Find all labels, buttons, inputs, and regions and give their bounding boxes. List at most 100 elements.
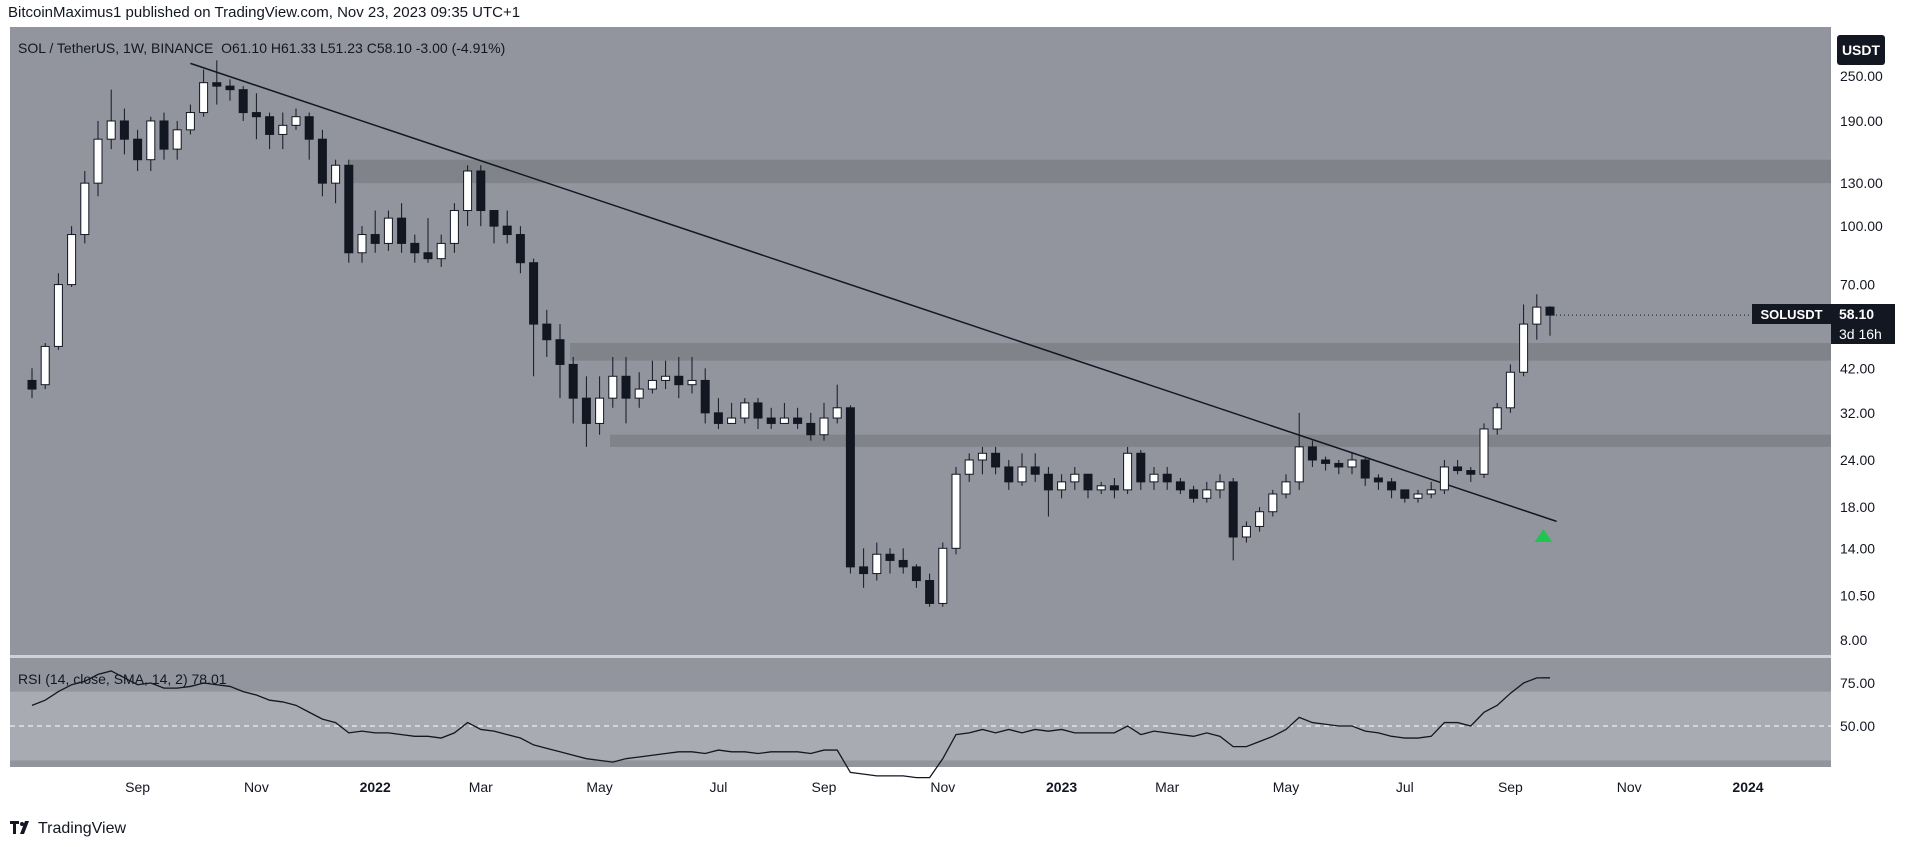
candle-body [1149,473,1159,483]
candle-body [1228,481,1238,538]
candle-body [159,120,169,150]
time-tick-label: 2022 [360,779,391,795]
candle-body [621,375,631,399]
rsi-tick-label: 50.00 [1840,718,1875,734]
candle-body [1162,473,1172,483]
candle-body [489,210,499,227]
candle-body [1136,452,1146,483]
rsi-label: RSI (14, close, SMA, 14, 2) [18,671,188,687]
candle-body [1043,473,1053,491]
time-axis[interactable] [10,767,1831,797]
time-tick-label: May [586,779,612,795]
candle-body [647,379,657,390]
price-tick-label: 130.00 [1840,175,1883,191]
candle-body [727,417,737,424]
currency-button[interactable]: USDT [1837,35,1885,65]
candle-body [1189,489,1199,499]
price-tick-label: 18.00 [1840,499,1875,515]
candle-body [133,138,143,161]
candle-body [93,138,103,184]
tradingview-logo-icon [10,820,32,838]
candle-body [476,170,486,212]
candle-body [1466,470,1476,475]
bar-countdown-label: 3d 16h [1831,324,1895,344]
symbol-name: SOL / TetherUS, 1W, BINANCE [18,40,214,56]
candle-body [1294,446,1304,483]
candle-body [687,379,697,386]
symbol-legend: SOL / TetherUS, 1W, BINANCE O61.10 H61.3… [18,40,506,56]
support-resistance-zone [350,159,1831,184]
close-value: 58.10 [376,40,412,56]
candle-body [383,217,393,244]
candle-body [436,242,446,260]
candle-body [212,82,222,87]
price-tick-label: 70.00 [1840,277,1875,293]
descending-trendline [190,62,1557,523]
symbol-price-label: SOLUSDT [1752,304,1831,324]
candle-body [951,473,961,549]
candle-body [1083,473,1093,491]
candle-body [1334,462,1344,468]
time-tick-label: Sep [1498,779,1523,795]
support-resistance-zone [610,434,1831,447]
candle-body [146,120,156,161]
candle-body [1505,371,1515,409]
candle-body [674,375,684,386]
time-tick-label: Nov [1617,779,1642,795]
change-value: -3.00 (-4.91%) [415,40,506,56]
candle-body [819,417,829,436]
candle-body [713,412,723,424]
open-value: 61.10 [231,40,268,56]
candle-body [1255,511,1265,527]
candle-body [925,580,935,604]
time-tick-label: Sep [125,779,150,795]
up-arrow-marker-icon [1534,528,1553,542]
candle-body [1109,485,1119,491]
candle-body [1439,466,1449,491]
candle-body [304,116,314,140]
time-tick-label: Nov [930,779,955,795]
rsi-legend: RSI (14, close, SMA, 14, 2) 78.01 [18,671,227,687]
candle-body [397,217,407,244]
candle-body [991,452,1001,468]
candle-body [331,164,341,184]
candle-body [1373,477,1383,483]
candle-body [502,225,512,236]
price-tick-label: 250.00 [1840,68,1883,84]
time-tick-label: Nov [244,779,269,795]
candle-body [53,284,63,347]
footer-brand[interactable]: TradingView [10,820,126,838]
candle-body [67,234,77,286]
high-value: 61.33 [281,40,317,56]
price-tick-label: 32.00 [1840,405,1875,421]
pane-separator[interactable] [10,655,1831,658]
price-tick-label: 8.00 [1840,632,1867,648]
price-axis[interactable] [1831,27,1909,767]
candle-body [1492,407,1502,430]
candle-body [463,170,473,212]
candle-body [700,379,710,414]
candle-body [885,553,895,561]
candle-body [753,402,763,419]
candle-body [555,339,565,365]
candle-body [542,323,552,341]
candle-body [634,388,644,399]
candle-body [265,116,275,135]
candle-body [27,379,37,390]
candle-body [1479,428,1489,475]
price-tick-label: 10.50 [1840,587,1875,603]
candle-body [1281,481,1291,495]
candle-body [1307,446,1317,461]
candle-body [1030,466,1040,475]
candle-body [1215,481,1225,491]
candle-body [225,85,235,91]
candle-body [568,363,578,399]
price-tick-label: 100.00 [1840,218,1883,234]
publisher-header: BitcoinMaximus1 published on TradingView… [8,4,521,21]
candle-body [278,124,288,135]
candle-body [898,559,908,568]
time-tick-label: Jul [709,779,727,795]
candle-body [1400,489,1410,499]
footer-brand-text: TradingView [38,820,127,837]
candle-body [779,417,789,424]
